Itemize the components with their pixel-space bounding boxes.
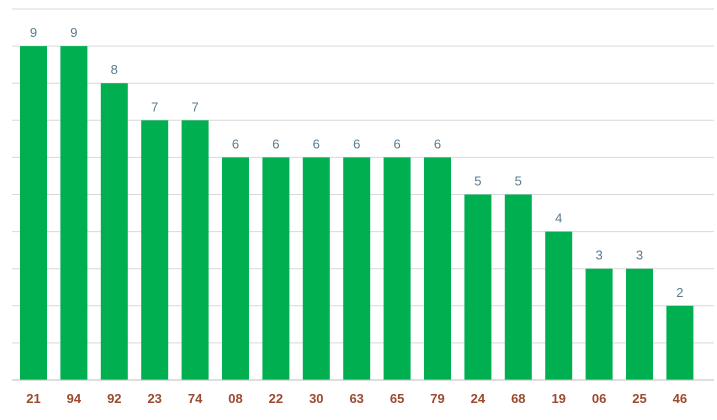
bar-94 <box>60 46 88 380</box>
bars <box>20 46 694 381</box>
category-label-79: 79 <box>430 391 444 406</box>
bar-68 <box>504 194 532 380</box>
bar-65 <box>383 157 411 380</box>
value-label-63: 6 <box>353 136 360 151</box>
bar-30 <box>302 157 330 380</box>
value-label-74: 7 <box>191 99 198 114</box>
category-label-08: 08 <box>228 391 242 406</box>
bar-74 <box>181 120 209 381</box>
bar-79 <box>424 157 451 380</box>
category-label-92: 92 <box>107 391 121 406</box>
category-label-65: 65 <box>390 391 404 406</box>
value-label-25: 3 <box>636 248 643 263</box>
bar-06 <box>585 268 613 380</box>
category-label-74: 74 <box>188 391 203 406</box>
bar-08 <box>222 157 249 380</box>
category-label-06: 06 <box>592 391 606 406</box>
bar-25 <box>626 268 653 380</box>
value-label-94: 9 <box>70 25 77 40</box>
value-label-21: 9 <box>30 25 37 40</box>
value-label-46: 2 <box>676 285 683 300</box>
value-label-22: 6 <box>272 136 279 151</box>
bar-22 <box>262 157 290 380</box>
category-label-22: 22 <box>269 391 283 406</box>
value-label-06: 3 <box>595 248 602 263</box>
category-label-94: 94 <box>67 391 82 406</box>
category-labels: 21 94 92 23 74 08 22 30 63 65 79 24 68 19 06 25 46 <box>26 391 687 406</box>
category-label-19: 19 <box>551 391 565 406</box>
value-label-79: 6 <box>434 136 441 151</box>
value-label-23: 7 <box>151 99 158 114</box>
value-labels: 9 9 8 7 7 6 6 6 6 6 6 5 5 4 3 3 2 <box>30 25 684 300</box>
category-label-23: 23 <box>147 391 161 406</box>
category-label-30: 30 <box>309 391 323 406</box>
bar-24 <box>464 194 492 380</box>
bar-21 <box>20 46 47 380</box>
bar-23 <box>141 120 169 381</box>
value-label-24: 5 <box>474 174 481 189</box>
category-label-68: 68 <box>511 391 525 406</box>
value-label-65: 6 <box>393 136 400 151</box>
category-label-46: 46 <box>673 391 687 406</box>
category-label-24: 24 <box>471 391 486 406</box>
value-label-30: 6 <box>313 136 320 151</box>
bar-46 <box>666 305 694 380</box>
value-label-68: 5 <box>515 174 522 189</box>
bar-63 <box>343 157 371 380</box>
category-label-25: 25 <box>632 391 646 406</box>
value-label-92: 8 <box>111 62 118 77</box>
bar-19 <box>545 231 573 380</box>
category-label-21: 21 <box>26 391 40 406</box>
value-label-19: 4 <box>555 211 562 226</box>
category-label-63: 63 <box>349 391 363 406</box>
bar-92 <box>100 83 128 380</box>
value-label-08: 6 <box>232 136 239 151</box>
